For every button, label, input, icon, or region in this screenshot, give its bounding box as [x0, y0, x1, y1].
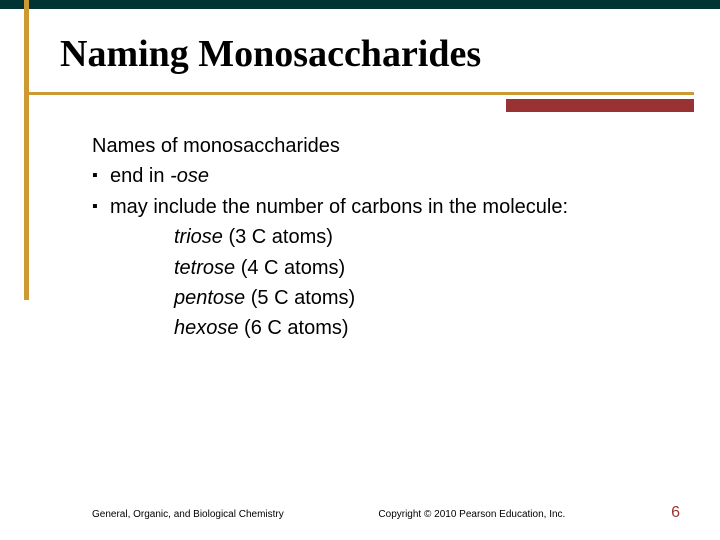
- footer-left: General, Organic, and Biological Chemist…: [92, 509, 284, 520]
- sublist-item: hexose (6 C atoms): [92, 314, 680, 342]
- sub-rest: (3 C atoms): [223, 226, 333, 248]
- sub-ital: hexose: [174, 317, 239, 339]
- bullet-item: ▪ end in -ose: [92, 162, 680, 190]
- bullet-pre: may include the number of carbons in the…: [110, 196, 568, 218]
- left-accent-bar: [24, 0, 29, 300]
- bullet-icon: ▪: [92, 193, 110, 221]
- bullet-pre: end in: [110, 165, 170, 187]
- sublist-item: tetrose (4 C atoms): [92, 254, 680, 282]
- bullet-text: end in -ose: [110, 162, 680, 190]
- bullet-icon: ▪: [92, 162, 110, 190]
- sub-rest: (4 C atoms): [235, 257, 345, 279]
- sub-ital: pentose: [174, 287, 245, 309]
- footer-center: Copyright © 2010 Pearson Education, Inc.: [284, 509, 620, 520]
- page-number: 6: [620, 504, 680, 522]
- title-accent-box: [506, 99, 694, 112]
- bullet-item: ▪ may include the number of carbons in t…: [92, 193, 680, 221]
- lead-text: Names of monosaccharides: [92, 132, 680, 160]
- sublist-item: triose (3 C atoms): [92, 223, 680, 251]
- slide-title: Naming Monosaccharides: [60, 32, 481, 76]
- sub-ital: tetrose: [174, 257, 235, 279]
- top-bar: [0, 0, 720, 9]
- title-underline: [24, 92, 694, 95]
- slide-body: Names of monosaccharides ▪ end in -ose ▪…: [92, 132, 680, 345]
- sub-rest: (5 C atoms): [245, 287, 355, 309]
- sub-rest: (6 C atoms): [239, 317, 349, 339]
- sublist-item: pentose (5 C atoms): [92, 284, 680, 312]
- bullet-ital: -ose: [170, 165, 209, 187]
- slide-title-block: Naming Monosaccharides: [60, 32, 481, 76]
- sub-ital: triose: [174, 226, 223, 248]
- footer: General, Organic, and Biological Chemist…: [0, 504, 720, 522]
- bullet-text: may include the number of carbons in the…: [110, 193, 680, 221]
